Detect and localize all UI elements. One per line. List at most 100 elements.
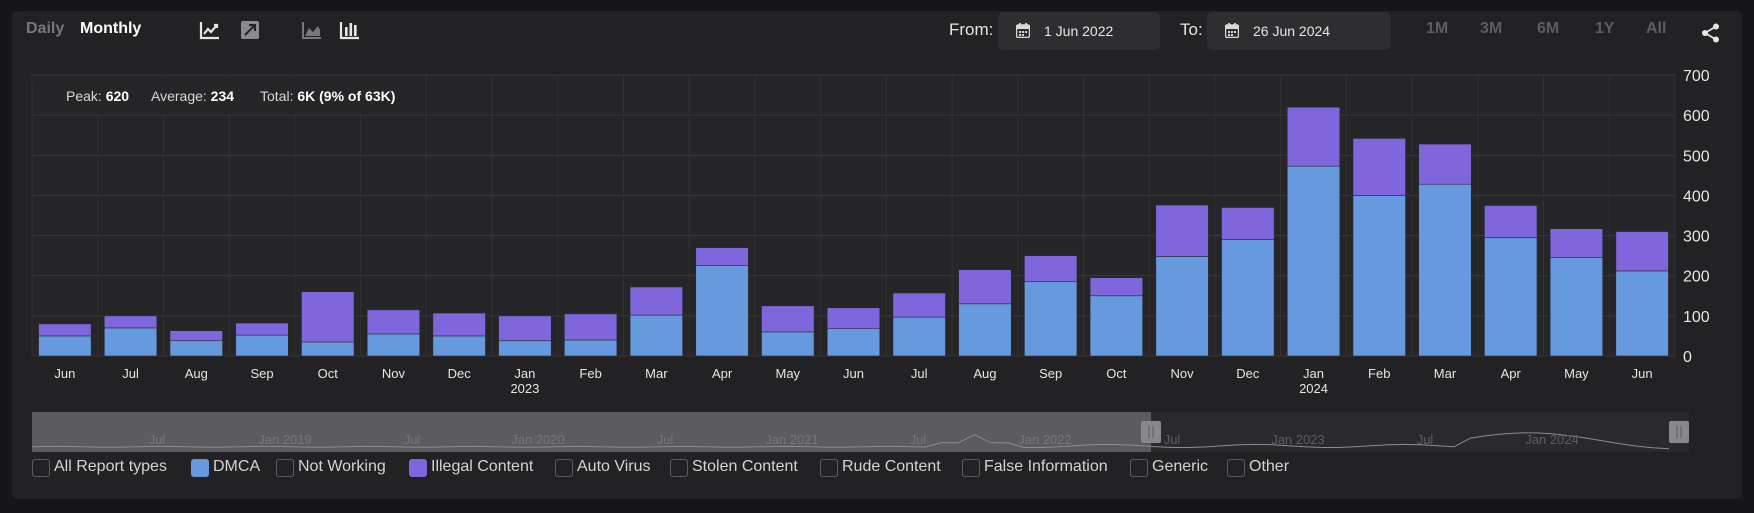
bar-illegal-content[interactable]	[695, 247, 749, 266]
bar-dmca[interactable]	[1024, 281, 1078, 357]
bar-illegal-content[interactable]	[1221, 207, 1275, 240]
bar-dmca[interactable]	[1155, 256, 1209, 357]
legend-checkbox[interactable]	[191, 459, 209, 477]
bar-dmca[interactable]	[1615, 270, 1669, 357]
x-tick-label: Mar	[1434, 366, 1457, 381]
bar-illegal-content[interactable]	[301, 291, 355, 343]
navigator[interactable]: Jul Jan 2019 Jul Jan 2020 Jul Jan 2021 Jul Jan …	[31, 412, 1689, 452]
bar-dmca[interactable]	[38, 335, 92, 357]
bar-dmca[interactable]	[301, 341, 355, 357]
bar-dmca[interactable]	[432, 335, 486, 357]
bar-dmca[interactable]	[826, 328, 881, 357]
legend-checkbox[interactable]	[32, 459, 50, 477]
bar-illegal-content[interactable]	[498, 315, 552, 342]
range-3m-button[interactable]: 3M	[1480, 20, 1503, 37]
navigator-label: Jul	[404, 432, 421, 447]
x-tick-label: May	[775, 366, 800, 381]
bar-illegal-content[interactable]	[366, 309, 421, 335]
bar-illegal-content[interactable]	[1155, 204, 1209, 257]
bar-illegal-content[interactable]	[1089, 277, 1143, 297]
bar-illegal-content[interactable]	[629, 286, 683, 316]
legend-label: Rude Content	[842, 458, 941, 475]
bar-illegal-content[interactable]	[235, 322, 289, 336]
peak-stat: Peak: 620	[66, 88, 130, 104]
bar-illegal-content[interactable]	[1615, 231, 1669, 272]
bar-dmca[interactable]	[958, 303, 1012, 357]
bar-illegal-content[interactable]	[1484, 205, 1538, 238]
bar-dmca[interactable]	[629, 314, 683, 357]
x-tick-label: Feb	[1368, 366, 1390, 381]
bar-dmca[interactable]	[1221, 239, 1275, 357]
to-date-value: 26 Jun 2024	[1253, 23, 1331, 39]
legend-checkbox[interactable]	[1130, 459, 1148, 477]
y-tick-label: 600	[1683, 108, 1710, 125]
bar-dmca[interactable]	[564, 339, 618, 357]
legend-label: Other	[1249, 458, 1290, 475]
bar-illegal-content[interactable]	[1549, 228, 1604, 258]
x-tick-label: Apr	[1501, 366, 1522, 381]
bar-dmca[interactable]	[169, 340, 223, 357]
x-tick-label: Dec	[448, 366, 472, 381]
bar-dmca[interactable]	[695, 265, 749, 357]
legend-checkbox[interactable]	[555, 459, 573, 477]
bar-illegal-content[interactable]	[761, 305, 815, 333]
range-6m-button[interactable]: 6M	[1537, 20, 1560, 37]
bar-illegal-content[interactable]	[103, 315, 158, 329]
bar-dmca[interactable]	[892, 316, 946, 357]
navigator-label: Jan 2024	[1525, 432, 1579, 447]
range-1m-button[interactable]: 1M	[1426, 20, 1449, 37]
bar-illegal-content[interactable]	[1418, 143, 1472, 185]
y-tick-label: 500	[1683, 148, 1710, 165]
bar-dmca[interactable]	[1484, 237, 1538, 357]
x-tick-label: Jan 2023	[510, 366, 539, 396]
bar-illegal-content[interactable]	[564, 313, 618, 341]
bar-dmca[interactable]	[1549, 257, 1604, 357]
bar-illegal-content[interactable]	[1286, 106, 1341, 167]
y-tick-label: 300	[1683, 229, 1710, 246]
bar-dmca[interactable]	[235, 334, 289, 357]
legend-checkbox[interactable]	[1227, 459, 1245, 477]
legend-checkbox[interactable]	[962, 459, 980, 477]
line-chart-icon[interactable]	[198, 18, 222, 42]
bar-chart-icon[interactable]	[338, 18, 362, 42]
bar-illegal-content[interactable]	[958, 269, 1012, 305]
navigator-handle[interactable]	[1141, 421, 1161, 443]
total-stat: Total: 6K (9% of 63K)	[260, 88, 396, 104]
navigator-handle[interactable]	[1669, 421, 1689, 443]
bar-illegal-content[interactable]	[38, 323, 92, 337]
bar-dmca[interactable]	[1286, 165, 1341, 357]
to-date-picker[interactable]: 26 Jun 2024	[1207, 12, 1391, 50]
bar-dmca[interactable]	[1418, 183, 1472, 357]
bar-dmca[interactable]	[498, 340, 552, 357]
bar-illegal-content[interactable]	[432, 312, 486, 337]
monthly-toggle[interactable]: Monthly	[80, 20, 142, 37]
bar-dmca[interactable]	[1089, 295, 1143, 357]
legend-label: Not Working	[298, 458, 386, 475]
bar-illegal-content[interactable]	[826, 307, 881, 330]
x-tick-label: May	[1564, 366, 1589, 381]
expand-chart-icon[interactable]	[238, 18, 262, 42]
bar-dmca[interactable]	[366, 333, 421, 357]
x-tick-label: Mar	[645, 366, 668, 381]
legend-label: All Report types	[54, 458, 167, 475]
bar-dmca[interactable]	[761, 331, 815, 357]
range-1y-button[interactable]: 1Y	[1595, 20, 1615, 37]
bar-illegal-content[interactable]	[1024, 255, 1078, 283]
from-date-picker[interactable]: 1 Jun 2022	[998, 12, 1160, 50]
range-all-button[interactable]: All	[1646, 20, 1667, 37]
legend-checkbox[interactable]	[276, 459, 294, 477]
x-tick-label: Feb	[579, 366, 601, 381]
x-tick-label: Jul	[911, 366, 928, 381]
daily-toggle[interactable]: Daily	[26, 20, 65, 37]
legend-checkbox[interactable]	[820, 459, 838, 477]
legend-checkbox[interactable]	[670, 459, 688, 477]
bar-illegal-content[interactable]	[169, 330, 223, 342]
bar-illegal-content[interactable]	[1352, 138, 1406, 196]
area-chart-icon[interactable]	[300, 18, 324, 42]
share-icon[interactable]	[1700, 22, 1722, 44]
bar-dmca[interactable]	[103, 327, 158, 357]
bar-dmca[interactable]	[1352, 195, 1406, 357]
legend-label: Generic	[1152, 458, 1209, 475]
bar-illegal-content[interactable]	[892, 292, 946, 318]
legend-checkbox[interactable]	[409, 459, 427, 477]
